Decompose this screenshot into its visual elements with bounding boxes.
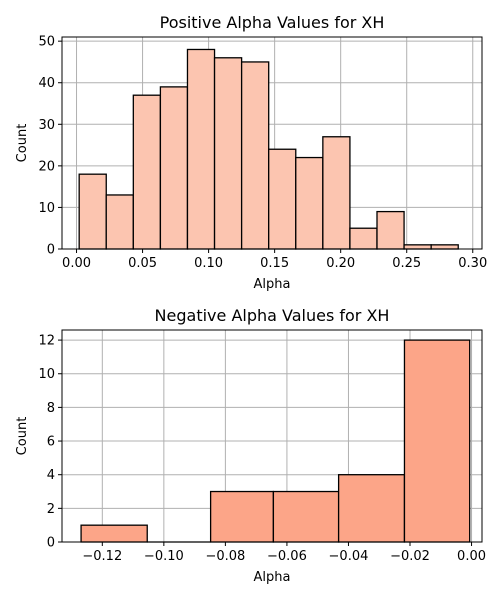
axes-frame xyxy=(61,36,483,250)
y-tick-label: 6 xyxy=(47,435,55,450)
y-tick-label: 4 xyxy=(47,468,55,483)
y-tick-label: 2 xyxy=(47,502,55,517)
x-tick-label: 0.05 xyxy=(128,256,157,271)
histogram-bar xyxy=(78,173,107,250)
y-axis-label: Count xyxy=(15,124,30,163)
y-tick-label: 12 xyxy=(38,334,55,349)
y-tick-label: 50 xyxy=(38,35,55,50)
histogram-bar xyxy=(80,524,148,543)
histogram-bar xyxy=(209,490,275,543)
y-tick-label: 10 xyxy=(38,201,55,216)
y-tick-label: 0 xyxy=(47,536,55,551)
y-tick-label: 30 xyxy=(38,118,55,133)
negative-alpha-histogram: −0.12 −0.10 −0.08 −0.06 −0.04 −0.02 0.00 0 2 4 6 8 1… xyxy=(15,306,486,585)
x-tick-label: −0.06 xyxy=(267,549,307,564)
histogram-bar xyxy=(337,474,406,543)
chart-title: Positive Alpha Values for XH xyxy=(160,13,385,32)
histogram-bar xyxy=(213,57,243,250)
histogram-bar xyxy=(159,86,189,250)
x-tick-label: 0.00 xyxy=(457,549,486,564)
histogram-bar xyxy=(272,490,340,543)
y-tick-label: 8 xyxy=(47,401,55,416)
histogram-bar xyxy=(403,244,432,250)
y-tick-label: 40 xyxy=(38,76,55,91)
x-axis-label: Alpha xyxy=(254,570,291,585)
x-tick-label: 0.30 xyxy=(458,256,487,271)
x-tick-label: 0.00 xyxy=(62,256,91,271)
y-tick-label: 10 xyxy=(38,367,55,382)
histogram-bar xyxy=(430,244,459,250)
y-tick-label: 0 xyxy=(47,243,55,258)
x-axis-label: Alpha xyxy=(254,277,291,292)
y-axis-label: Count xyxy=(15,417,30,456)
axes-frame xyxy=(61,329,483,543)
x-tick-label: 0.25 xyxy=(392,256,421,271)
x-tick-label: −0.12 xyxy=(82,549,122,564)
histogram-bar xyxy=(376,210,405,250)
histogram-bar xyxy=(349,227,378,250)
x-tick-label: −0.08 xyxy=(205,549,245,564)
x-tick-label: 0.20 xyxy=(326,256,355,271)
x-tick-label: −0.02 xyxy=(390,549,430,564)
histogram-bar xyxy=(403,339,471,543)
histogram-bar xyxy=(105,194,134,250)
histogram-bar xyxy=(322,136,351,250)
y-tick-label: 20 xyxy=(38,159,55,174)
histogram-bar xyxy=(186,48,216,250)
x-tick-label: 0.10 xyxy=(194,256,223,271)
x-tick-label: −0.10 xyxy=(144,549,184,564)
x-tick-label: 0.15 xyxy=(260,256,289,271)
histogram-bar xyxy=(295,156,324,250)
histogram-bar xyxy=(132,94,162,250)
histogram-bar xyxy=(268,148,297,250)
positive-alpha-histogram: 0.00 0.05 0.10 0.15 0.20 0.25 0.30 0 10 20 30 40 50 P… xyxy=(15,13,487,292)
histogram-bar xyxy=(240,61,270,250)
x-tick-label: −0.04 xyxy=(329,549,369,564)
chart-title: Negative Alpha Values for XH xyxy=(155,306,390,325)
